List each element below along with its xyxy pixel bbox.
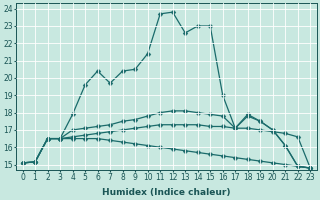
X-axis label: Humidex (Indice chaleur): Humidex (Indice chaleur) xyxy=(102,188,231,197)
